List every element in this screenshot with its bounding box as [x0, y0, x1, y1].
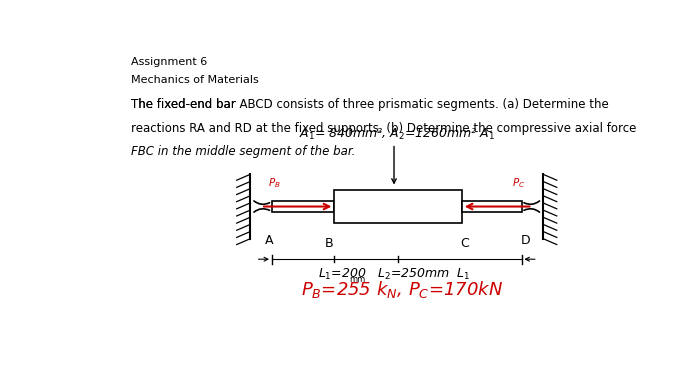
Text: mm: mm — [349, 275, 366, 284]
Bar — [335, 190, 462, 223]
Text: The fixed-end bar: The fixed-end bar — [131, 98, 239, 111]
Text: $L_1$=200   $L_2$=250mm  $L_1$: $L_1$=200 $L_2$=250mm $L_1$ — [318, 266, 470, 282]
Text: FBC in the middle segment of the bar.: FBC in the middle segment of the bar. — [131, 145, 356, 158]
Text: reactions RA and RD at the fixed supports. (b) Determine the compressive axial f: reactions RA and RD at the fixed support… — [131, 122, 636, 135]
Bar — [462, 201, 522, 212]
Text: $P_B$=255 k$_N$, $P_C$=170kN: $P_B$=255 k$_N$, $P_C$=170kN — [301, 279, 503, 300]
Text: A: A — [265, 234, 274, 247]
Text: $A_1$= 840mm², $A_2$=1260mm² $A_1$: $A_1$= 840mm², $A_2$=1260mm² $A_1$ — [299, 127, 495, 142]
Bar — [272, 201, 335, 212]
Text: $P_B$: $P_B$ — [268, 176, 281, 190]
Text: B: B — [325, 237, 333, 250]
Text: Mechanics of Materials: Mechanics of Materials — [131, 75, 258, 85]
Text: Assignment 6: Assignment 6 — [131, 57, 207, 67]
Text: $P_C$: $P_C$ — [512, 176, 526, 190]
Text: The fixed-end bar ABCD consists of three prismatic segments. (a) Determine the: The fixed-end bar ABCD consists of three… — [131, 98, 608, 111]
Text: C: C — [460, 237, 469, 250]
Text: D: D — [521, 234, 531, 247]
